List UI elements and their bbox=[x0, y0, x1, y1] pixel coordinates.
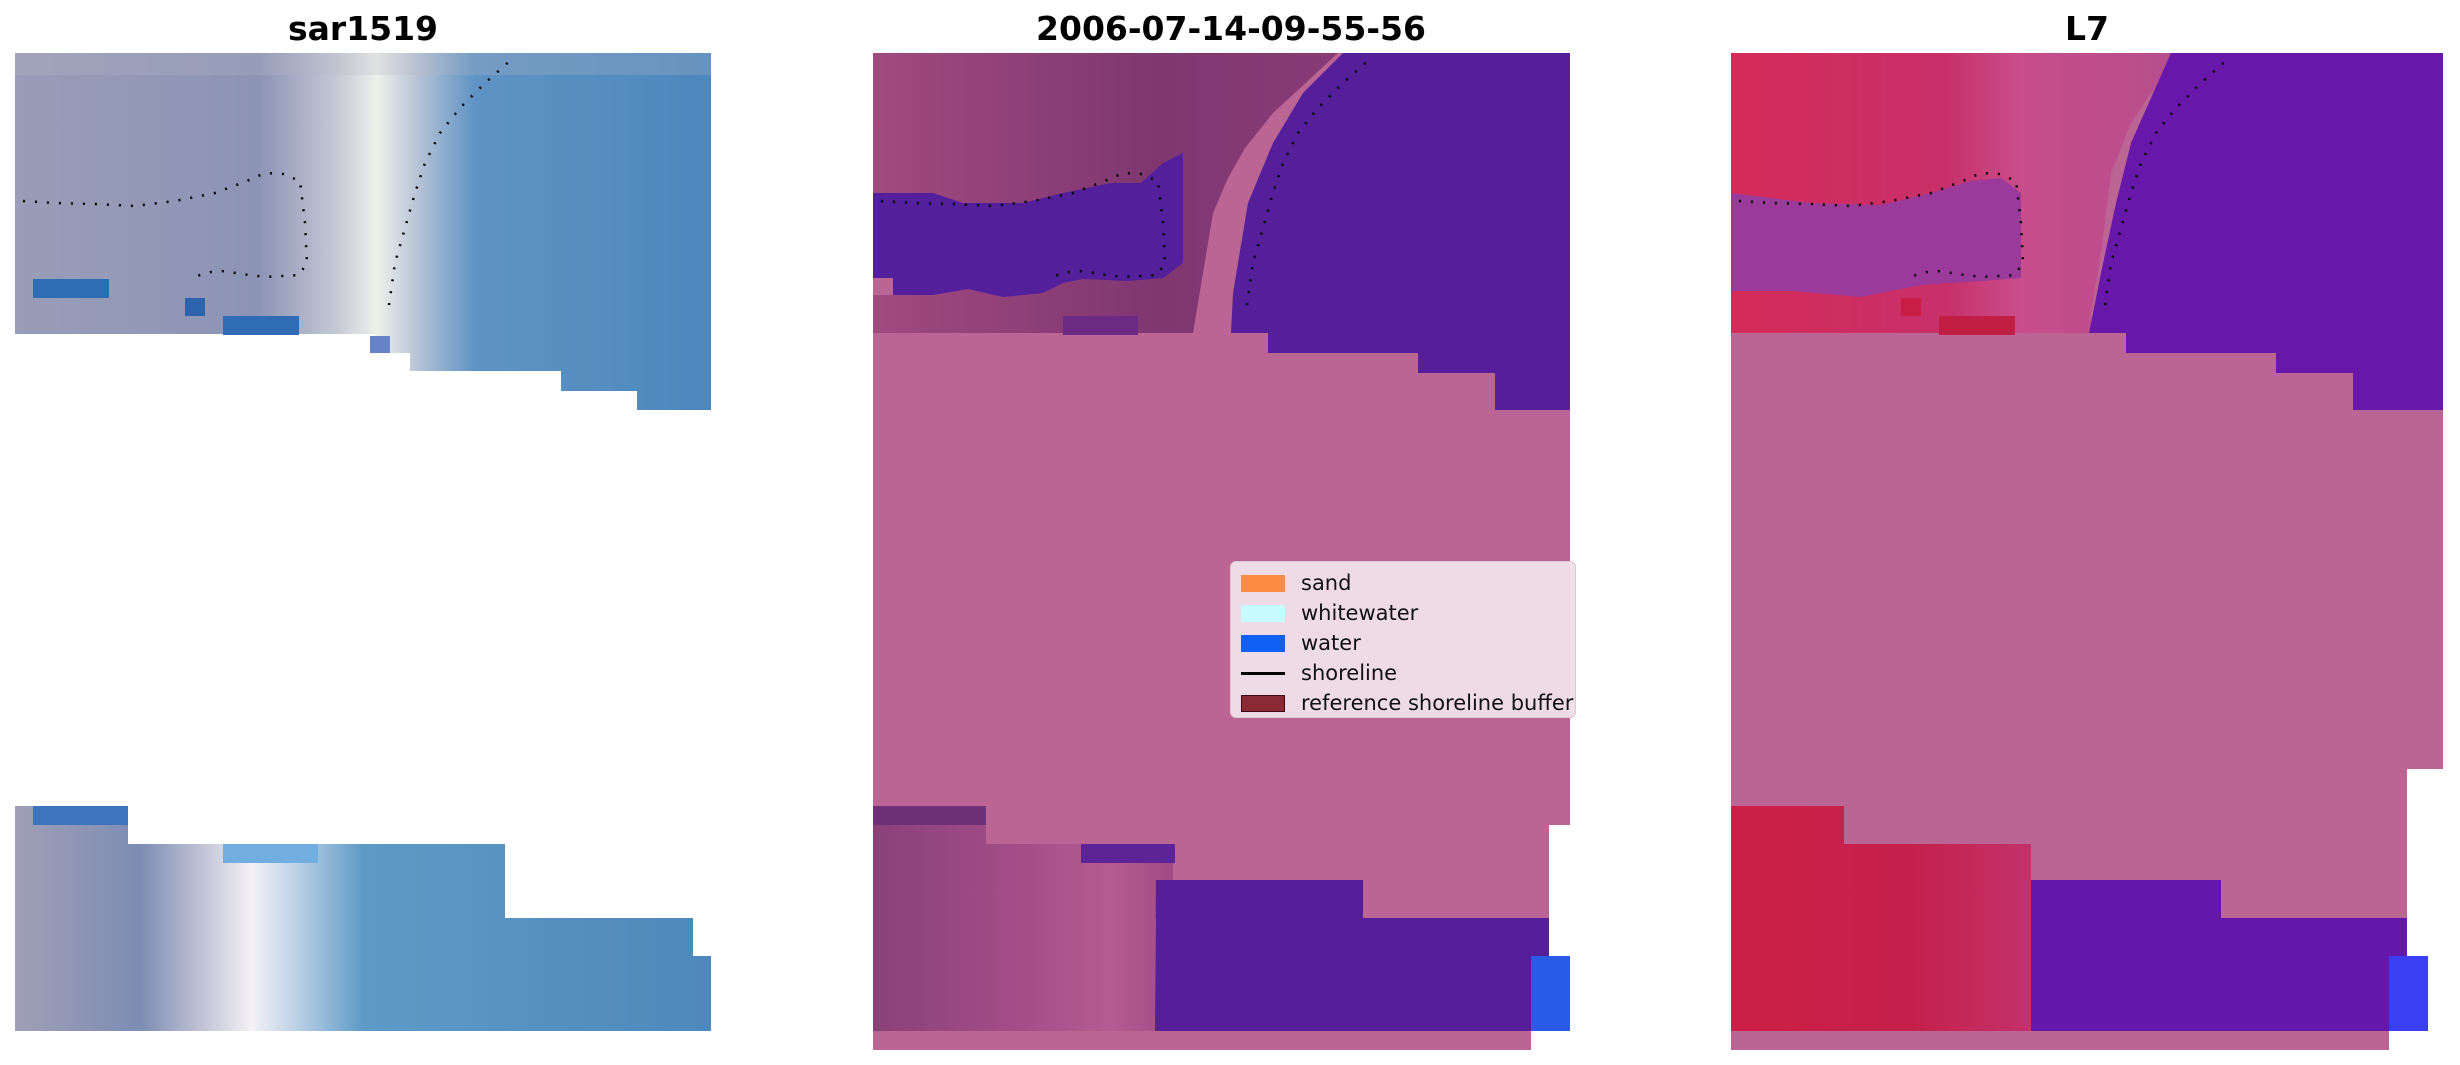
legend-item-whitewater: whitewater bbox=[1241, 598, 1418, 628]
rgb-image-panel bbox=[15, 53, 711, 1031]
sand-swatch bbox=[1241, 574, 1285, 592]
whitewater-swatch bbox=[1241, 604, 1285, 622]
legend-item-water: water bbox=[1241, 628, 1361, 658]
panel-title-rgb: sar1519 bbox=[287, 9, 439, 48]
rgb-image bbox=[15, 53, 711, 1031]
legend-label: sand bbox=[1301, 571, 1352, 595]
legend-item-reference-buffer: reference shoreline buffer bbox=[1241, 688, 1573, 718]
legend: sand whitewater water shoreline referenc… bbox=[1230, 561, 1576, 718]
classification-panel bbox=[1731, 53, 2443, 1050]
classification-image bbox=[1731, 53, 2443, 1050]
legend-label: water bbox=[1301, 631, 1361, 655]
panel-title-classification: L7 bbox=[2065, 9, 2109, 48]
mask-overlay-panel bbox=[873, 53, 1589, 1050]
legend-item-shoreline: shoreline bbox=[1241, 658, 1397, 688]
legend-label: shoreline bbox=[1301, 661, 1398, 685]
panel-title-date: 2006-07-14-09-55-56 bbox=[1036, 9, 1426, 48]
water-swatch bbox=[1241, 634, 1285, 652]
shoreline-line-swatch bbox=[1241, 671, 1285, 675]
legend-item-sand: sand bbox=[1241, 568, 1351, 598]
legend-label: whitewater bbox=[1301, 601, 1419, 625]
mask-overlay-image bbox=[873, 53, 1589, 1050]
reference-buffer-swatch bbox=[1241, 694, 1285, 712]
legend-label: reference shoreline buffer bbox=[1301, 691, 1574, 715]
